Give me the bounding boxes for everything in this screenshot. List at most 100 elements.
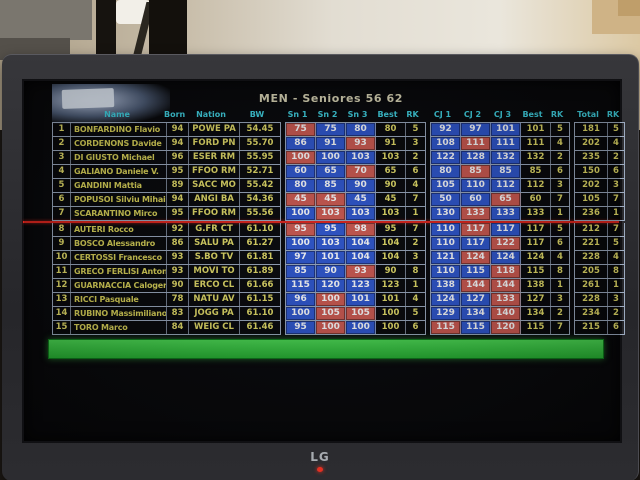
cell-best: 111 xyxy=(521,137,551,150)
cell-att: 75 xyxy=(286,123,316,136)
cell-rk: 4 xyxy=(412,180,419,190)
cell-best: 132 xyxy=(521,151,551,164)
cell-att: 120 xyxy=(316,279,346,292)
cell-best: 100 xyxy=(376,307,406,320)
cell-best: 138 xyxy=(521,279,551,292)
cell-bw: 55.95 xyxy=(246,152,274,162)
cell-born: 93 xyxy=(167,251,189,264)
cell-bw: 55.56 xyxy=(246,208,274,218)
cell-total: 235 xyxy=(575,151,608,164)
cell-rk: 8 xyxy=(412,266,419,276)
cell-att: 104 xyxy=(346,237,376,250)
cell-att: 140 xyxy=(491,307,521,320)
cell-att: 45 xyxy=(286,193,316,206)
column-group: 129 134 140 134 2 xyxy=(430,307,570,321)
table-row: 6 POPUSOI Silviu Mihai 94 ANGI BA 54.36 45 45 4… xyxy=(52,193,625,207)
table-row: 4 GALIANO Daniele V. 95 FFOO RM 52.71 60 65 70 6… xyxy=(52,165,625,179)
column-group: 1 BONFARDINO Flavio 94 POWE PA 54.45 xyxy=(52,122,281,137)
column-group: 97 101 104 104 3 xyxy=(285,251,426,265)
cell-att: 115 xyxy=(431,321,461,334)
table-row: 2 CORDENONS Davide 94 FORD PN 55.70 86 91 93 91 3… xyxy=(52,137,625,151)
cell-att: 121 xyxy=(431,251,461,264)
cell-att: 60 xyxy=(286,165,316,178)
cell-att: 75 xyxy=(316,123,346,136)
column-group: 138 144 144 138 1 xyxy=(430,279,570,293)
cell-att: 144 xyxy=(491,279,521,292)
power-led-icon xyxy=(317,467,323,472)
cell-att: 100 xyxy=(286,307,316,320)
cell-best: 117 xyxy=(521,237,551,250)
cell-att: 100 xyxy=(286,237,316,250)
cell-rk: 2 xyxy=(412,238,419,248)
column-header: Best xyxy=(377,110,398,119)
cell-att: 93 xyxy=(346,137,376,150)
cell-name: AUTERI Rocco xyxy=(71,223,167,236)
column-group: 15 TORO Marco 84 WEIG CL 61.46 xyxy=(52,321,281,335)
cell-name: BONFARDINO Flavio xyxy=(71,123,167,136)
cell-att: 130 xyxy=(431,207,461,220)
cell-rk: 1 xyxy=(557,208,563,218)
cell-rk: 2 xyxy=(557,308,563,318)
cell-att: 80 xyxy=(431,165,461,178)
cell-nation: S.BO TV xyxy=(189,251,240,264)
column-group: 80 85 90 90 4 xyxy=(285,179,426,193)
lg-logo: LG xyxy=(310,450,330,464)
cell-att: 85 xyxy=(461,165,491,178)
cell-num: 4 xyxy=(53,165,71,178)
column-group: 150 6 xyxy=(574,165,625,179)
cell-att: 98 xyxy=(346,223,376,236)
cell-rk: 2 xyxy=(613,152,619,162)
cell-att: 60 xyxy=(461,193,491,206)
cell-att: 128 xyxy=(461,151,491,164)
column-group: 100 103 104 104 2 xyxy=(285,237,426,251)
cell-att: 129 xyxy=(431,307,461,320)
cell-att: 110 xyxy=(431,265,461,278)
cell-bw: 54.36 xyxy=(246,194,274,204)
column-group: 105 7 xyxy=(574,193,625,207)
cell-name: BOSCO Alessandro xyxy=(71,237,167,250)
column-header: Sn 3 xyxy=(347,110,368,119)
cell-born: 83 xyxy=(167,307,189,320)
column-header: RK xyxy=(550,110,564,119)
cell-rk: 4 xyxy=(412,294,419,304)
cell-num: 7 xyxy=(53,207,71,220)
column-header: CJ 3 xyxy=(493,110,512,119)
cell-name: CORDENONS Davide xyxy=(71,137,167,150)
column-group: 122 128 132 132 2 xyxy=(430,151,570,165)
cell-att: 100 xyxy=(286,207,316,220)
column-group: 215 6 xyxy=(574,321,625,335)
cell-rk: 4 xyxy=(613,252,619,262)
column-group: Name Born Nation BW xyxy=(52,108,278,122)
cell-att: 112 xyxy=(491,179,521,192)
column-group: 80 85 85 85 6 xyxy=(430,165,570,179)
cell-att: 122 xyxy=(491,237,521,250)
cell-att: 65 xyxy=(316,165,346,178)
column-group: 86 91 93 91 3 xyxy=(285,137,426,151)
column-header: Best xyxy=(522,110,543,119)
cell-att: 95 xyxy=(286,223,316,236)
cell-num: 2 xyxy=(53,137,71,150)
cell-att: 115 xyxy=(461,321,491,334)
cell-att: 91 xyxy=(316,137,346,150)
cell-num: 3 xyxy=(53,151,71,164)
cell-rk: 7 xyxy=(613,194,619,204)
column-group: 110 117 117 117 5 xyxy=(430,223,570,237)
cell-nation: SALU PA xyxy=(189,237,240,250)
cell-best: 101 xyxy=(521,123,551,136)
cell-att: 101 xyxy=(491,123,521,136)
column-group: 100 103 103 103 1 xyxy=(285,207,426,221)
cell-nation: MOVI TO xyxy=(189,265,240,278)
cell-born: 89 xyxy=(167,179,189,192)
results-table: Name Born Nation BW Sn 1 Sn 2 Sn 3 Best RK CJ 1 CJ… xyxy=(23,108,625,335)
cell-att: 45 xyxy=(316,193,346,206)
cell-att: 124 xyxy=(461,251,491,264)
cell-bw: 61.46 xyxy=(246,322,274,332)
cell-name: SCARANTINO Mirco xyxy=(71,207,167,220)
cell-num: 1 xyxy=(53,123,71,136)
cell-att: 100 xyxy=(316,321,346,334)
cell-rk: 6 xyxy=(557,166,563,176)
cell-born: 84 xyxy=(167,321,189,334)
column-group: 45 45 45 45 7 xyxy=(285,193,426,207)
cell-att: 95 xyxy=(286,321,316,334)
cell-total: 228 xyxy=(575,251,608,264)
